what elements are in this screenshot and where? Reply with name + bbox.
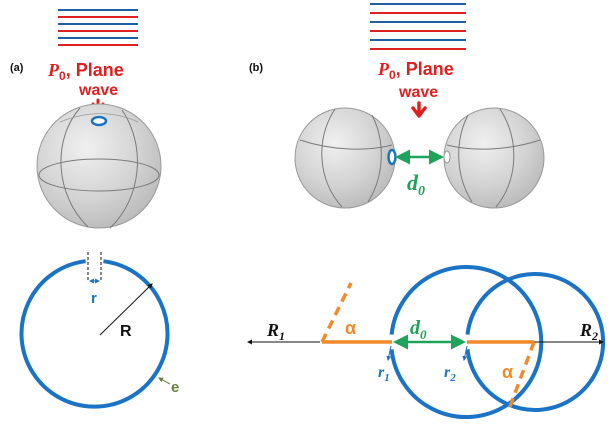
R2-symbol: R [579, 320, 592, 340]
R2-sub: 2 [591, 329, 598, 343]
source-text-line2-b: wave [398, 84, 438, 101]
source-symbol-b: P [377, 59, 390, 79]
r2-pointer [462, 345, 468, 361]
R1-sub: 1 [279, 329, 285, 343]
source-subscript-a: 0 [59, 69, 66, 83]
panel-a-label: (a) [10, 62, 24, 74]
angle-ray-right [506, 341, 536, 413]
plane-wave-lines-a [58, 9, 138, 46]
incident-arrow-b [411, 101, 427, 118]
gap-subscript-top: 0 [418, 184, 425, 199]
gap-symbol-top: d [407, 170, 419, 195]
gap-label-bottom: d0 [410, 317, 427, 342]
source-text-a: , Plane [66, 60, 124, 80]
r1-label: r1 [378, 364, 390, 384]
cross-section-a: r R e [19, 252, 179, 409]
aperture-ring-b-left [387, 148, 397, 166]
R1-label: R1 [266, 320, 285, 343]
r2-label: r2 [444, 364, 456, 384]
panel-a: (a) P0, Plane wave [10, 9, 179, 409]
alpha-label-right: α [502, 362, 513, 382]
plane-wave-lines-b [370, 3, 466, 50]
r1-pointer [386, 345, 392, 361]
gap-symbol-bottom: d [410, 317, 421, 339]
panel-b-label: (b) [249, 62, 263, 74]
sphere-a [36, 103, 162, 229]
source-text-line2-a: wave [78, 82, 118, 99]
source-label-a: P0, Plane [47, 60, 124, 83]
source-symbol-a: P [47, 60, 60, 80]
source-label-b: P0, Plane [377, 59, 454, 82]
r2-symbol: r [444, 364, 451, 381]
source-subscript-b: 0 [389, 68, 396, 82]
R1-symbol: R [266, 320, 279, 340]
source-text-b: , Plane [396, 59, 454, 79]
e-label: e [171, 379, 179, 396]
R-radius-arrow [99, 283, 153, 336]
R2-label: R2 [579, 320, 598, 343]
sphere-b-right [443, 107, 545, 209]
angle-ray-left [320, 282, 353, 343]
aperture-ring-a [90, 115, 108, 127]
gap-subscript-bottom: 0 [420, 327, 427, 342]
gap-label-top: d0 [407, 170, 425, 199]
r2-sub: 2 [449, 372, 456, 384]
shell-arc-a [19, 259, 170, 409]
r1-symbol: r [378, 364, 385, 381]
r1-sub: 1 [384, 372, 390, 384]
cross-section-b-right: R2 α r2 [444, 272, 606, 413]
e-thickness-arrow [158, 377, 171, 385]
R-label: R [120, 323, 132, 340]
aperture-ring-b-right [443, 150, 451, 164]
alpha-label-left: α [345, 318, 356, 338]
r-label: r [91, 290, 97, 307]
panel-b: (b) P0, Plane wave [247, 3, 606, 419]
sphere-b-left [294, 107, 397, 209]
